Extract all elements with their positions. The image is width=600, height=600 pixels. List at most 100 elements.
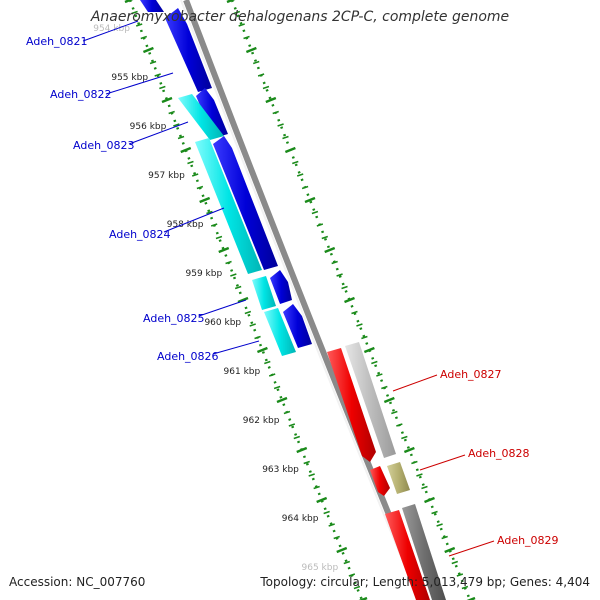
major-tick [284, 146, 296, 154]
leader-line [128, 121, 189, 145]
minor-tick [351, 310, 358, 315]
major-tick [344, 296, 355, 304]
cds-adeh-0823-part[interactable] [196, 88, 228, 138]
gene-adeh-0829[interactable] [402, 504, 446, 600]
minor-tick [268, 373, 276, 377]
minor-tick [244, 310, 252, 315]
forward-strand-features [140, 0, 312, 356]
kbp-tick-label: 956 kbp [130, 122, 167, 132]
cds-adeh-0822[interactable] [165, 8, 212, 92]
cds-adeh-0825[interactable] [270, 270, 292, 304]
minor-tick [348, 573, 356, 577]
major-tick [324, 246, 336, 254]
minor-tick [411, 460, 418, 465]
major-tick [245, 46, 257, 54]
minor-tick [249, 323, 256, 327]
gene-adeh-0826[interactable] [264, 308, 296, 356]
reverse-strand-features [327, 342, 446, 600]
kbp-tick-label: 964 kbp [282, 514, 319, 524]
scale-ticks [124, 0, 476, 600]
minor-tick [301, 185, 309, 190]
minor-tick [328, 523, 335, 527]
minor-tick [296, 173, 304, 177]
minor-tick [381, 385, 388, 390]
minor-tick [451, 560, 459, 565]
minor-tick [321, 235, 329, 240]
major-tick [124, 0, 134, 4]
minor-tick [456, 573, 464, 577]
leader-line [82, 20, 139, 42]
minor-tick [140, 35, 148, 40]
cds-adeh-0821[interactable] [140, 0, 164, 12]
major-tick [383, 396, 395, 404]
gene-label-adeh-0822[interactable]: Adeh_0822 [50, 88, 112, 101]
leader-line [212, 340, 260, 355]
minor-tick [252, 60, 260, 65]
gene-adeh-0823[interactable] [178, 94, 224, 140]
minor-tick [215, 235, 223, 240]
major-tick [180, 146, 192, 154]
minor-tick [288, 423, 296, 427]
gene-label-adeh-0824[interactable]: Adeh_0824 [109, 228, 171, 241]
minor-tick [206, 210, 213, 215]
major-tick [316, 496, 328, 504]
gene-label-adeh-0825[interactable]: Adeh_0825 [143, 312, 205, 325]
minor-tick [371, 360, 378, 365]
cds-adeh-0829[interactable] [385, 510, 430, 600]
minor-tick [431, 510, 438, 515]
major-tick [444, 546, 456, 554]
minor-tick [316, 223, 324, 227]
gene-label-adeh-0821[interactable]: Adeh_0821 [26, 35, 88, 48]
gene-label-adeh-0827[interactable]: Adeh_0827 [440, 368, 502, 381]
minor-tick [282, 135, 289, 140]
cds-adeh-0827[interactable] [327, 348, 376, 462]
gene-adeh-0825[interactable] [252, 276, 276, 310]
major-tick [237, 296, 249, 304]
minor-tick [273, 385, 281, 390]
minor-tick [135, 23, 143, 27]
topology-text: Topology: circular; Length: 5,013,479 bp… [260, 575, 590, 589]
cds-adeh-0828[interactable] [370, 466, 390, 496]
minor-tick [159, 85, 166, 90]
gene-label-adeh-0823[interactable]: Adeh_0823 [73, 139, 135, 152]
minor-tick [131, 10, 138, 15]
minor-tick [168, 110, 175, 115]
gene-adeh-0824[interactable] [195, 138, 262, 274]
minor-tick [436, 523, 443, 527]
kbp-tick-label: 965 kbp [302, 563, 339, 573]
leader-line [392, 374, 438, 392]
minor-tick [225, 260, 232, 265]
minor-tick [336, 273, 343, 277]
gene-adeh-0827[interactable] [345, 342, 396, 458]
minor-tick [196, 185, 204, 190]
minor-tick [308, 473, 315, 477]
minor-tick [421, 485, 428, 490]
minor-tick [396, 423, 403, 427]
minor-tick [293, 435, 301, 440]
gene-label-adeh-0828[interactable]: Adeh_0828 [468, 447, 530, 460]
minor-tick [416, 473, 423, 477]
major-tick [424, 496, 435, 504]
minor-tick [333, 535, 340, 540]
minor-tick [323, 510, 330, 515]
minor-tick [303, 460, 310, 465]
major-tick [296, 446, 308, 454]
gene-label-adeh-0826[interactable]: Adeh_0826 [157, 350, 219, 363]
minor-tick [292, 160, 299, 165]
kbp-tick-label: 959 kbp [186, 269, 223, 279]
minor-tick [254, 335, 261, 340]
kbp-tick-label: 954 kbp [93, 24, 130, 34]
kbp-tick-label: 957 kbp [148, 171, 185, 181]
minor-tick [243, 35, 250, 40]
minor-tick [311, 210, 319, 215]
gene-adeh-0828[interactable] [387, 462, 410, 494]
minor-tick [356, 323, 363, 327]
minor-tick [343, 560, 351, 565]
cds-adeh-0824[interactable] [213, 136, 278, 270]
major-tick [403, 446, 415, 454]
minor-tick [283, 410, 291, 415]
minor-tick [262, 85, 270, 90]
cds-adeh-0826[interactable] [283, 304, 312, 348]
gene-label-adeh-0829[interactable]: Adeh_0829 [497, 534, 559, 547]
